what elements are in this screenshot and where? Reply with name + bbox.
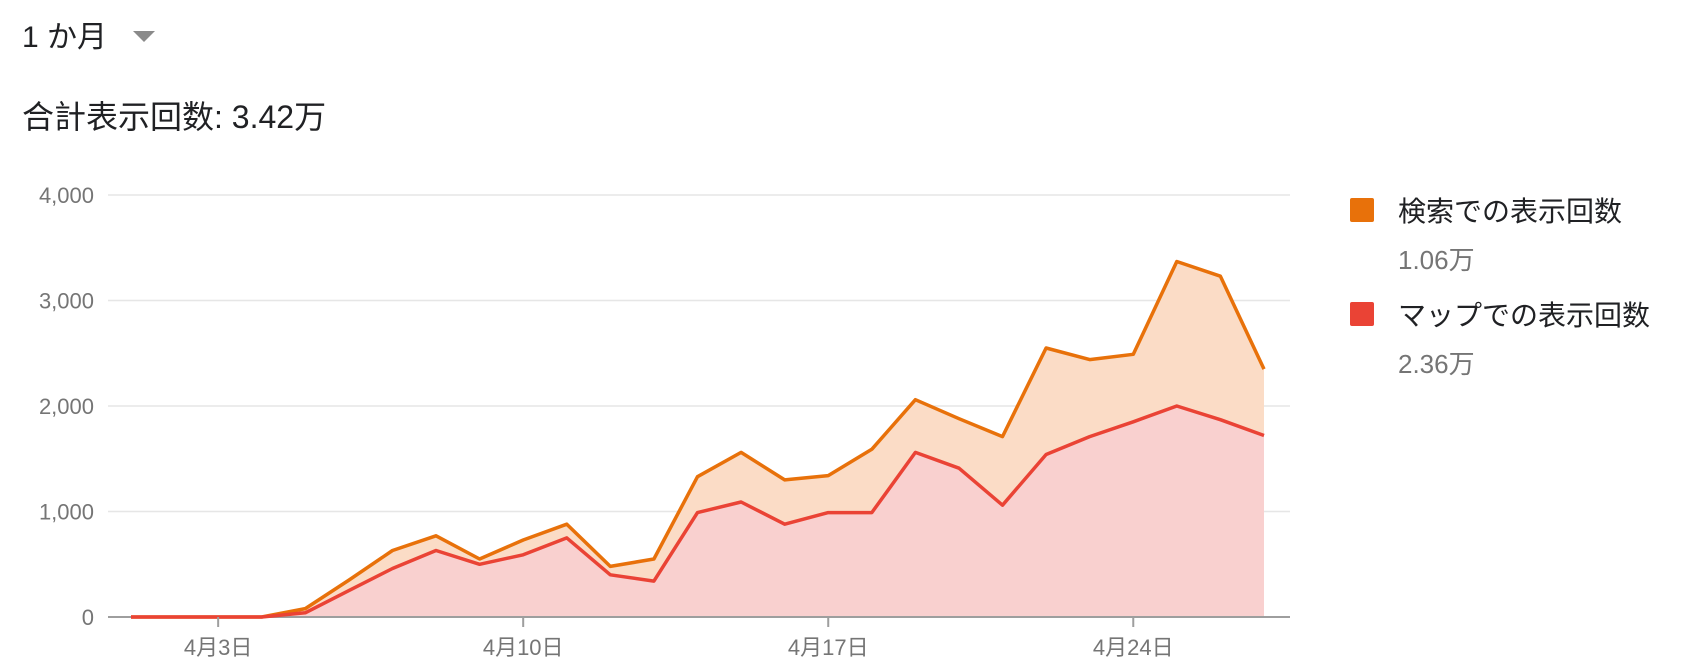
- y-tick-label: 2,000: [39, 394, 94, 419]
- y-tick-label: 0: [82, 605, 94, 630]
- total-impressions: 合計表示回数: 3.42万: [22, 99, 327, 135]
- dropdown-arrow-icon: [133, 30, 156, 42]
- area-maps: [131, 406, 1264, 617]
- legend-item-maps[interactable]: マップでの表示回数 2.36万: [1350, 294, 1670, 398]
- legend-swatch-search-icon: [1350, 198, 1374, 222]
- legend-value-search: 1.06万: [1398, 245, 1475, 275]
- x-tick-label: 4月24日: [1093, 635, 1174, 660]
- line-maps: [131, 404, 1265, 619]
- period-label: 1 か月: [22, 21, 108, 54]
- period-selector[interactable]: 1 か月: [22, 12, 156, 56]
- y-tick-label: 3,000: [39, 289, 94, 314]
- legend-name-search: 検索での表示回数: [1398, 196, 1623, 227]
- legend-swatch-maps-icon: [1350, 302, 1374, 326]
- y-tick-label: 4,000: [39, 183, 94, 208]
- x-tick-label: 4月17日: [788, 635, 869, 660]
- x-tick-label: 4月10日: [483, 635, 564, 660]
- legend-item-search[interactable]: 検索での表示回数 1.06万: [1350, 190, 1670, 294]
- line-search: [131, 259, 1266, 619]
- legend: 検索での表示回数 1.06万 マップでの表示回数 2.36万: [1350, 190, 1670, 398]
- legend-name-maps: マップでの表示回数: [1398, 300, 1651, 331]
- legend-value-maps: 2.36万: [1398, 349, 1475, 379]
- area-search: [131, 261, 1264, 617]
- x-tick-label: 4月3日: [184, 635, 252, 660]
- y-tick-label: 1,000: [39, 500, 94, 525]
